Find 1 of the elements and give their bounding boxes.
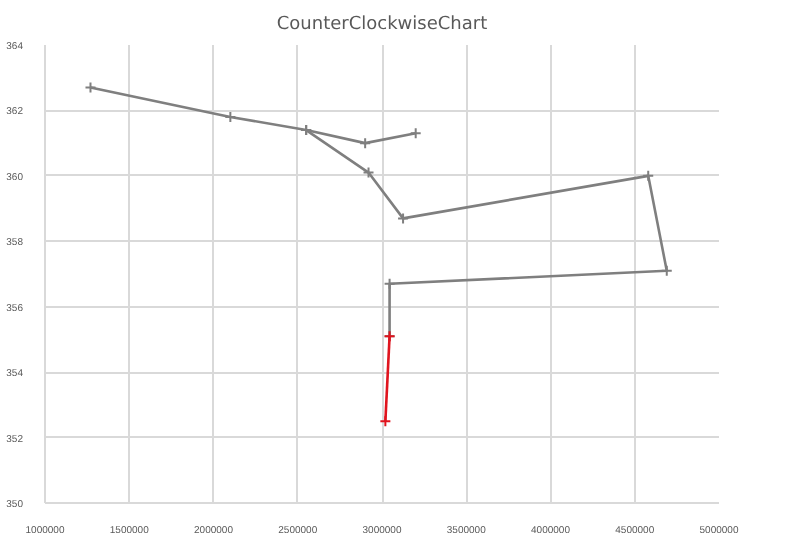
chart-title: CounterClockwiseChart	[276, 15, 489, 35]
